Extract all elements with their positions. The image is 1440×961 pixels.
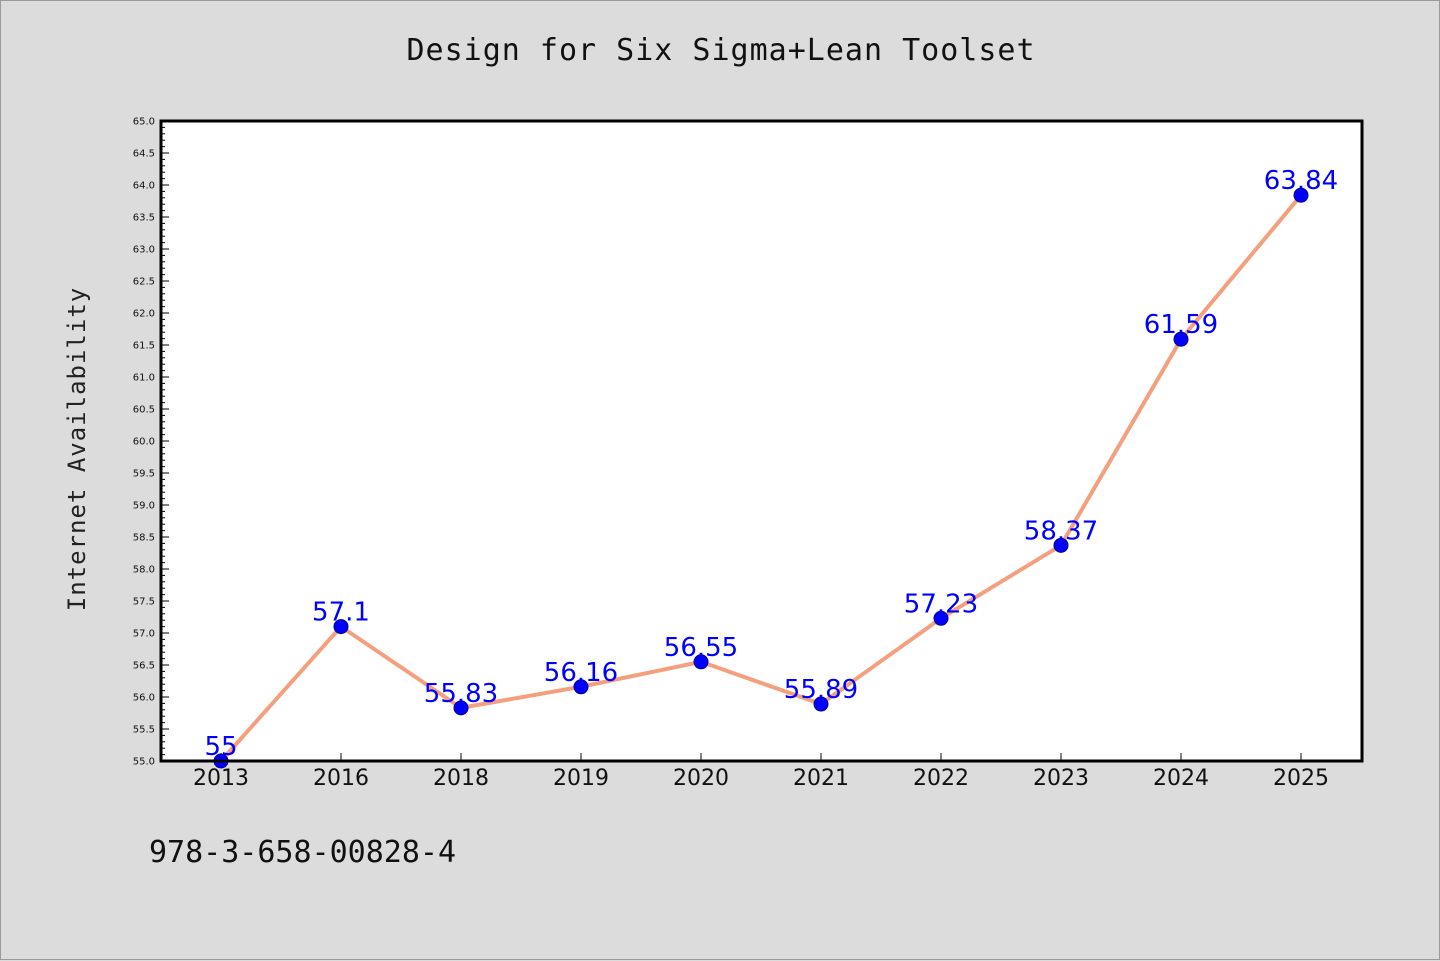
y-tick-label: 62.5 — [133, 277, 155, 288]
data-label: 56.55 — [664, 633, 738, 663]
data-point — [333, 619, 349, 635]
data-label: 58.37 — [1024, 516, 1098, 546]
data-point — [813, 696, 829, 712]
data-label: 61.59 — [1144, 310, 1218, 340]
y-tick-label: 57.5 — [133, 597, 155, 608]
x-tick-label: 2024 — [1153, 766, 1209, 791]
data-label: 55.89 — [784, 675, 858, 705]
y-tick-label: 59.5 — [133, 469, 155, 480]
y-tick-label: 60.0 — [133, 437, 155, 448]
series: 55 57.1 55.83 56.16 56.55 55.89 57.23 58.37 61.5… — [204, 166, 1338, 769]
y-tick-label: 58.5 — [133, 533, 155, 544]
y-tick-label: 63.5 — [133, 213, 155, 224]
data-point — [573, 679, 589, 695]
x-tick-label: 2025 — [1273, 766, 1329, 791]
y-tick-label: 65.0 — [133, 117, 155, 128]
x-tick-label: 2021 — [793, 766, 849, 791]
y-tick-label: 57.0 — [133, 629, 155, 640]
y-tick-label: 61.0 — [133, 373, 155, 384]
data-point — [1053, 537, 1069, 553]
y-tick-label: 60.5 — [133, 405, 155, 416]
data-point — [1173, 331, 1189, 347]
plot-frame — [159, 119, 1364, 763]
series-line — [219, 193, 1303, 763]
x-tick-label: 2022 — [913, 766, 969, 791]
data-point — [933, 610, 949, 626]
footer-code: 978-3-658-00828-4 — [149, 835, 457, 870]
data-label: 57.23 — [904, 589, 978, 619]
plot-area — [161, 121, 1362, 761]
data-label: 57.1 — [312, 598, 370, 628]
x-axis-ticks: 2013 2016 2018 2019 2020 2021 2022 2023 2024 2025 — [193, 753, 1329, 791]
data-label: 63.84 — [1264, 166, 1338, 196]
y-tick-label: 62.0 — [133, 309, 155, 320]
y-tick-label: 55.5 — [133, 725, 155, 736]
data-label: 56.16 — [544, 658, 618, 688]
x-tick-label: 2020 — [673, 766, 729, 791]
data-label: 55.83 — [424, 679, 498, 709]
y-tick-label: 59.0 — [133, 501, 155, 512]
y-tick-label: 56.5 — [133, 661, 155, 672]
y-tick-label: 64.5 — [133, 149, 155, 160]
y-tick-label: 55.0 — [133, 757, 155, 768]
y-tick-label: 58.0 — [133, 565, 155, 576]
data-point — [453, 700, 469, 716]
y-tick-label: 56.0 — [133, 693, 155, 704]
x-tick-label: 2013 — [193, 766, 249, 791]
data-point — [693, 654, 709, 670]
x-tick-label: 2016 — [313, 766, 369, 791]
data-point — [1293, 187, 1309, 203]
x-tick-label: 2019 — [553, 766, 609, 791]
y-tick-label: 61.5 — [133, 341, 155, 352]
data-label: 55 — [204, 732, 237, 762]
x-tick-label: 2018 — [433, 766, 489, 791]
y-tick-label: 63.0 — [133, 245, 155, 256]
y-tick-label: 64.0 — [133, 181, 155, 192]
x-tick-label: 2023 — [1033, 766, 1089, 791]
y-axis-ticks: 55.0 55.5 56.0 56.5 57.0 57.5 58.0 58.5 59.0 59.5… — [133, 117, 169, 768]
chart-title: Design for Six Sigma+Lean Toolset — [406, 33, 1036, 68]
